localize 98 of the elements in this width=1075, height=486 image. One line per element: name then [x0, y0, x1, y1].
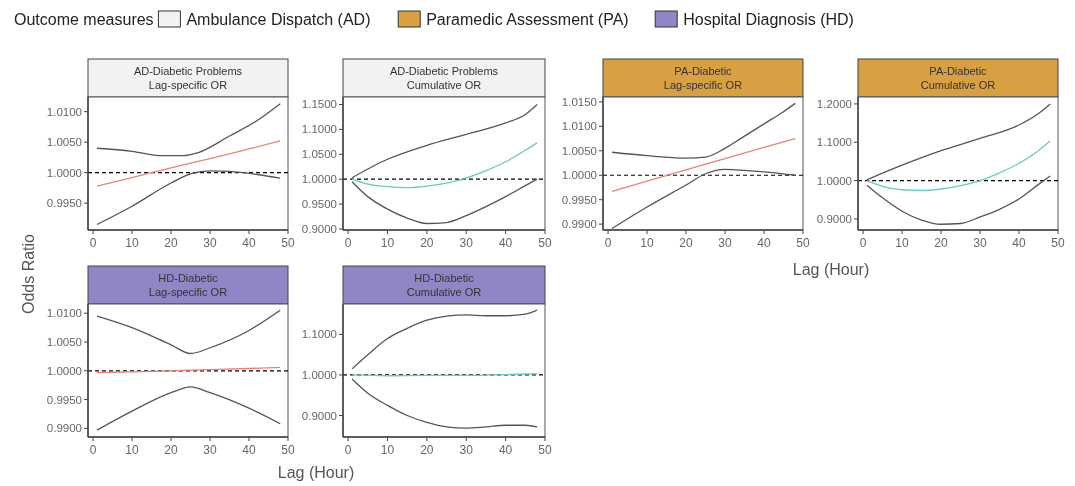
line-series: [96, 170, 281, 226]
line-series: [96, 309, 281, 355]
chart-subtitle: Lag-specific OR: [663, 79, 743, 91]
y-tick-label: 1.0100: [46, 307, 82, 320]
category-label: Hospital Diagnosis (HD): [683, 11, 854, 28]
x-tick-label: 40: [498, 443, 513, 457]
line-series: [866, 140, 1051, 192]
line-series: [351, 309, 538, 370]
x-tick-label: 0: [344, 236, 352, 250]
y-tick-label: 1.1500: [301, 98, 337, 111]
x-tick-label: 30: [203, 443, 218, 457]
y-tick-label: 0.9900: [46, 422, 82, 435]
x-tick-label: 30: [973, 236, 988, 250]
x-tick-label: 50: [281, 443, 295, 457]
chart-title: PA-Diabetic: [929, 65, 988, 77]
y-tick-label: 1.2000: [816, 97, 852, 110]
y-tick-label: 1.0000: [816, 174, 852, 187]
y-tick-label: 1.0050: [561, 144, 597, 157]
chart-title: HD-Diabetic: [158, 272, 219, 284]
text: Outcome measures: [14, 11, 154, 28]
y-tick-label: 0.9500: [301, 198, 337, 211]
x-tick-label: 10: [380, 236, 395, 250]
x-tick-label: 10: [380, 443, 395, 457]
x-tick-label: 0: [859, 236, 867, 250]
line-series: [96, 103, 281, 157]
x-tick-label: 30: [459, 236, 474, 250]
x-tick-label: 50: [538, 443, 552, 457]
line-series: [611, 102, 796, 159]
x-tick-label: 0: [604, 236, 612, 250]
x-tick-label: 20: [420, 443, 434, 457]
y-tick-label: 1.0000: [301, 173, 337, 186]
x-tick-label: 50: [538, 236, 552, 250]
y-tick-label: 0.9000: [301, 409, 337, 422]
chart-subtitle: Cumulative OR: [920, 79, 996, 91]
line-series: [351, 142, 538, 189]
y-tick-label: 0.9000: [301, 223, 337, 235]
x-tick-label: 0: [89, 236, 97, 250]
y-tick-label: 1.0000: [561, 169, 597, 182]
y-tick-label: 0.9950: [46, 197, 82, 210]
y-tick-label: 1.0050: [46, 336, 82, 348]
x-tick-label: 30: [203, 236, 218, 250]
x-tick-label: 10: [895, 236, 910, 250]
y-axis-title: Odds Ratio: [20, 233, 37, 315]
chart-subtitle: Cumulative OR: [406, 286, 482, 298]
line-series: [351, 103, 538, 179]
line-series: [351, 378, 538, 429]
category-label: Ambulance Dispatch (AD): [186, 11, 371, 28]
x-axis-title: Lag (Hour): [277, 464, 355, 481]
line-series: [611, 137, 796, 193]
x-tick-label: 30: [459, 443, 474, 457]
x-tick-label: 10: [125, 236, 140, 250]
x-tick-label: 20: [420, 236, 434, 250]
y-tick-label: 1.0500: [301, 148, 337, 161]
y-tick-label: 1.0050: [46, 136, 82, 149]
y-tick-label: 1.1000: [301, 123, 337, 136]
x-tick-label: 40: [242, 236, 257, 250]
x-tick-label: 0: [344, 443, 352, 457]
chart-title: AD-Diabetic Problems: [389, 65, 499, 77]
y-tick-label: 1.0000: [46, 166, 82, 179]
chart-subtitle: Cumulative OR: [406, 79, 482, 91]
x-axis-title: Lag (Hour): [792, 261, 870, 278]
x-tick-label: 40: [242, 443, 257, 457]
x-tick-label: 40: [498, 236, 513, 250]
y-tick-label: 1.0100: [46, 105, 82, 118]
y-tick-label: 0.9000: [816, 212, 852, 225]
x-tick-label: 10: [125, 443, 140, 457]
x-tick-label: 40: [1012, 236, 1027, 250]
y-tick-label: 0.9950: [561, 193, 597, 206]
chart-subtitle: Lag-specific OR: [148, 79, 228, 91]
line-series: [96, 386, 281, 431]
line-series: [866, 175, 1051, 225]
y-tick-label: 0.9900: [561, 218, 597, 231]
y-tick-label: 1.0000: [46, 364, 82, 377]
x-tick-label: 40: [757, 236, 772, 250]
line-series: [866, 103, 1051, 181]
x-tick-label: 50: [281, 236, 295, 250]
y-tick-label: 1.1000: [816, 136, 852, 149]
x-tick-label: 20: [164, 443, 179, 457]
y-tick-label: 1.1000: [301, 328, 337, 341]
chart-title: PA-Diabetic: [674, 65, 733, 77]
category-label: Paramedic Assessment (PA): [426, 11, 629, 28]
x-tick-label: 50: [1051, 236, 1065, 250]
x-tick-label: 30: [718, 236, 733, 250]
x-tick-label: 20: [164, 236, 179, 250]
x-tick-label: 20: [934, 236, 949, 250]
line-series: [351, 178, 538, 225]
y-tick-label: 1.0150: [561, 95, 597, 108]
x-tick-label: 50: [796, 236, 810, 250]
x-tick-label: 20: [679, 236, 694, 250]
y-tick-label: 0.9950: [46, 393, 82, 406]
x-tick-label: 0: [89, 443, 97, 457]
y-tick-label: 1.0000: [301, 368, 337, 381]
chart-title: HD-Diabetic: [414, 272, 475, 284]
chart-subtitle: Lag-specific OR: [148, 286, 228, 298]
line-series: [96, 140, 281, 187]
x-tick-label: 10: [640, 236, 655, 250]
y-tick-label: 1.0100: [561, 120, 597, 133]
chart-title: AD-Diabetic Problems: [133, 65, 243, 77]
